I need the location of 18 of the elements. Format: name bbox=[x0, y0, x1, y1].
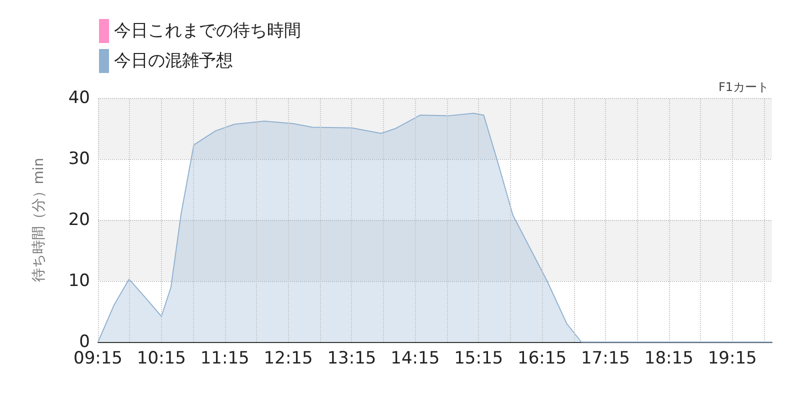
x-tick-label: 13:15 bbox=[327, 348, 376, 368]
x-tick-label: 16:15 bbox=[518, 348, 567, 368]
legend-label: 今日これまでの待ち時間 bbox=[114, 21, 301, 41]
x-tick-label: 18:15 bbox=[644, 348, 694, 368]
legend-label: 今日の混雑予想 bbox=[114, 51, 233, 71]
x-tick-label: 15:15 bbox=[454, 348, 504, 368]
y-tick-label: 40 bbox=[68, 88, 90, 108]
y-tick-label: 30 bbox=[68, 149, 90, 169]
x-tick-label: 11:15 bbox=[200, 348, 250, 368]
x-tick-label: 17:15 bbox=[580, 348, 630, 368]
x-tick-label: 10:15 bbox=[136, 348, 186, 368]
y-tick-label: 10 bbox=[68, 271, 90, 291]
x-tick-label: 12:15 bbox=[264, 348, 313, 368]
chart-subtitle: F1カート bbox=[718, 80, 770, 94]
y-axis-title: 待ち時間（分）min bbox=[31, 158, 47, 282]
y-tick-label: 20 bbox=[68, 210, 90, 230]
x-tick-label: 19:15 bbox=[708, 348, 757, 368]
x-tick-label: 14:15 bbox=[390, 348, 440, 368]
